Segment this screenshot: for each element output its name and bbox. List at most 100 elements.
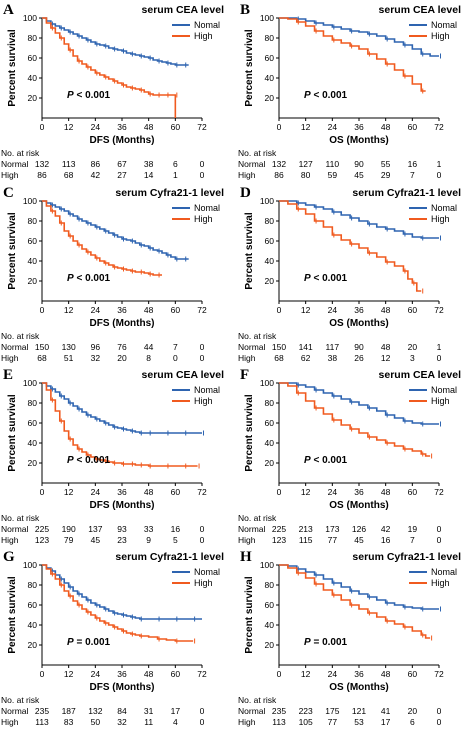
series-line-high [279,17,426,92]
x-tick-label: 48 [144,487,154,497]
p-value: P < 0.001 [304,273,348,284]
risk-value: 20 [117,353,127,363]
risk-value: 121 [352,706,366,716]
x-tick-label: 60 [171,305,181,315]
risk-value: 5 [173,535,178,545]
x-tick-label: 48 [144,305,154,315]
risk-value: 4 [173,717,178,727]
legend-label: High [431,578,450,588]
y-axis-label: Percent survival [7,394,18,471]
risk-value: 45 [354,535,364,545]
p-value: P < 0.001 [67,455,111,466]
x-tick-label: 0 [40,669,45,679]
y-tick-label: 80 [265,398,275,408]
risk-header: No. at risk [238,148,277,158]
series-line-normal [42,200,189,260]
risk-value: 76 [117,342,127,352]
legend-label: High [431,31,450,41]
risk-value: 32 [91,353,101,363]
y-axis-label: Percent survival [244,212,255,289]
risk-value: 127 [299,159,313,169]
x-tick-label: 0 [277,122,282,132]
y-axis-label: Percent survival [244,576,255,653]
risk-value: 105 [299,717,313,727]
risk-value: 90 [354,342,364,352]
series-line-high [279,564,431,639]
y-axis-label: Percent survival [7,212,18,289]
risk-value: 45 [354,170,364,180]
risk-value: 0 [200,170,205,180]
y-tick-label: 100 [260,196,274,206]
legend-label: Nomal [194,20,220,30]
risk-value: 150 [35,342,49,352]
y-tick-label: 100 [260,560,274,570]
y-tick-label: 60 [28,418,38,428]
x-tick-label: 0 [40,122,45,132]
x-tick-label: 36 [354,669,364,679]
risk-value: 1 [437,342,442,352]
risk-value: 113 [62,159,76,169]
x-tick-label: 12 [64,487,74,497]
x-tick-label: 24 [91,305,101,315]
risk-value: 8 [146,353,151,363]
risk-value: 68 [274,353,284,363]
risk-value: 32 [117,717,127,727]
legend-label: Nomal [431,385,457,395]
series-line-normal [279,564,439,610]
risk-value: 0 [437,717,442,727]
y-tick-label: 80 [265,33,275,43]
x-tick-label: 36 [117,669,127,679]
x-tick-label: 12 [64,122,74,132]
risk-value: 130 [62,342,76,352]
x-tick-label: 72 [434,122,444,132]
risk-value: 141 [299,342,313,352]
y-tick-label: 20 [265,276,275,286]
risk-value: 77 [328,717,338,727]
x-tick-label: 48 [144,122,154,132]
x-tick-label: 36 [354,122,364,132]
risk-value: 0 [200,524,205,534]
x-tick-label: 12 [301,122,311,132]
x-axis-label: DFS (Months) [90,500,155,511]
risk-value: 0 [200,159,205,169]
risk-value: 86 [37,170,47,180]
y-tick-label: 20 [28,93,38,103]
x-tick-label: 24 [91,122,101,132]
risk-value: 86 [91,159,101,169]
y-tick-label: 80 [28,398,38,408]
risk-value: 173 [325,524,339,534]
risk-value: 48 [381,342,391,352]
x-tick-label: 72 [434,305,444,315]
x-axis-label: OS (Months) [329,135,388,146]
risk-value: 50 [91,717,101,727]
y-tick-label: 60 [265,600,275,610]
x-tick-label: 36 [354,487,364,497]
risk-header: No. at risk [238,513,277,523]
p-value: P = 0.001 [67,637,111,648]
legend-label: High [431,396,450,406]
risk-value: 20 [408,342,418,352]
chart-title: serum CEA level [379,369,462,381]
risk-value: 59 [328,170,338,180]
x-tick-label: 36 [117,487,127,497]
x-tick-label: 60 [408,305,418,315]
risk-value: 7 [173,342,178,352]
legend-label: High [431,214,450,224]
risk-value: 44 [144,342,154,352]
p-value: P < 0.001 [304,90,348,101]
risk-value: 55 [381,159,391,169]
risk-value: 132 [88,706,102,716]
risk-value: 225 [35,524,49,534]
risk-row-label: High [238,535,256,545]
risk-value: 38 [328,353,338,363]
series-line-normal [279,17,439,57]
risk-value: 14 [144,170,154,180]
risk-value: 0 [437,706,442,716]
chart-title: serum Cyfra21-1 level [115,187,224,199]
legend-label: High [194,214,213,224]
p-value: P < 0.001 [67,273,111,284]
